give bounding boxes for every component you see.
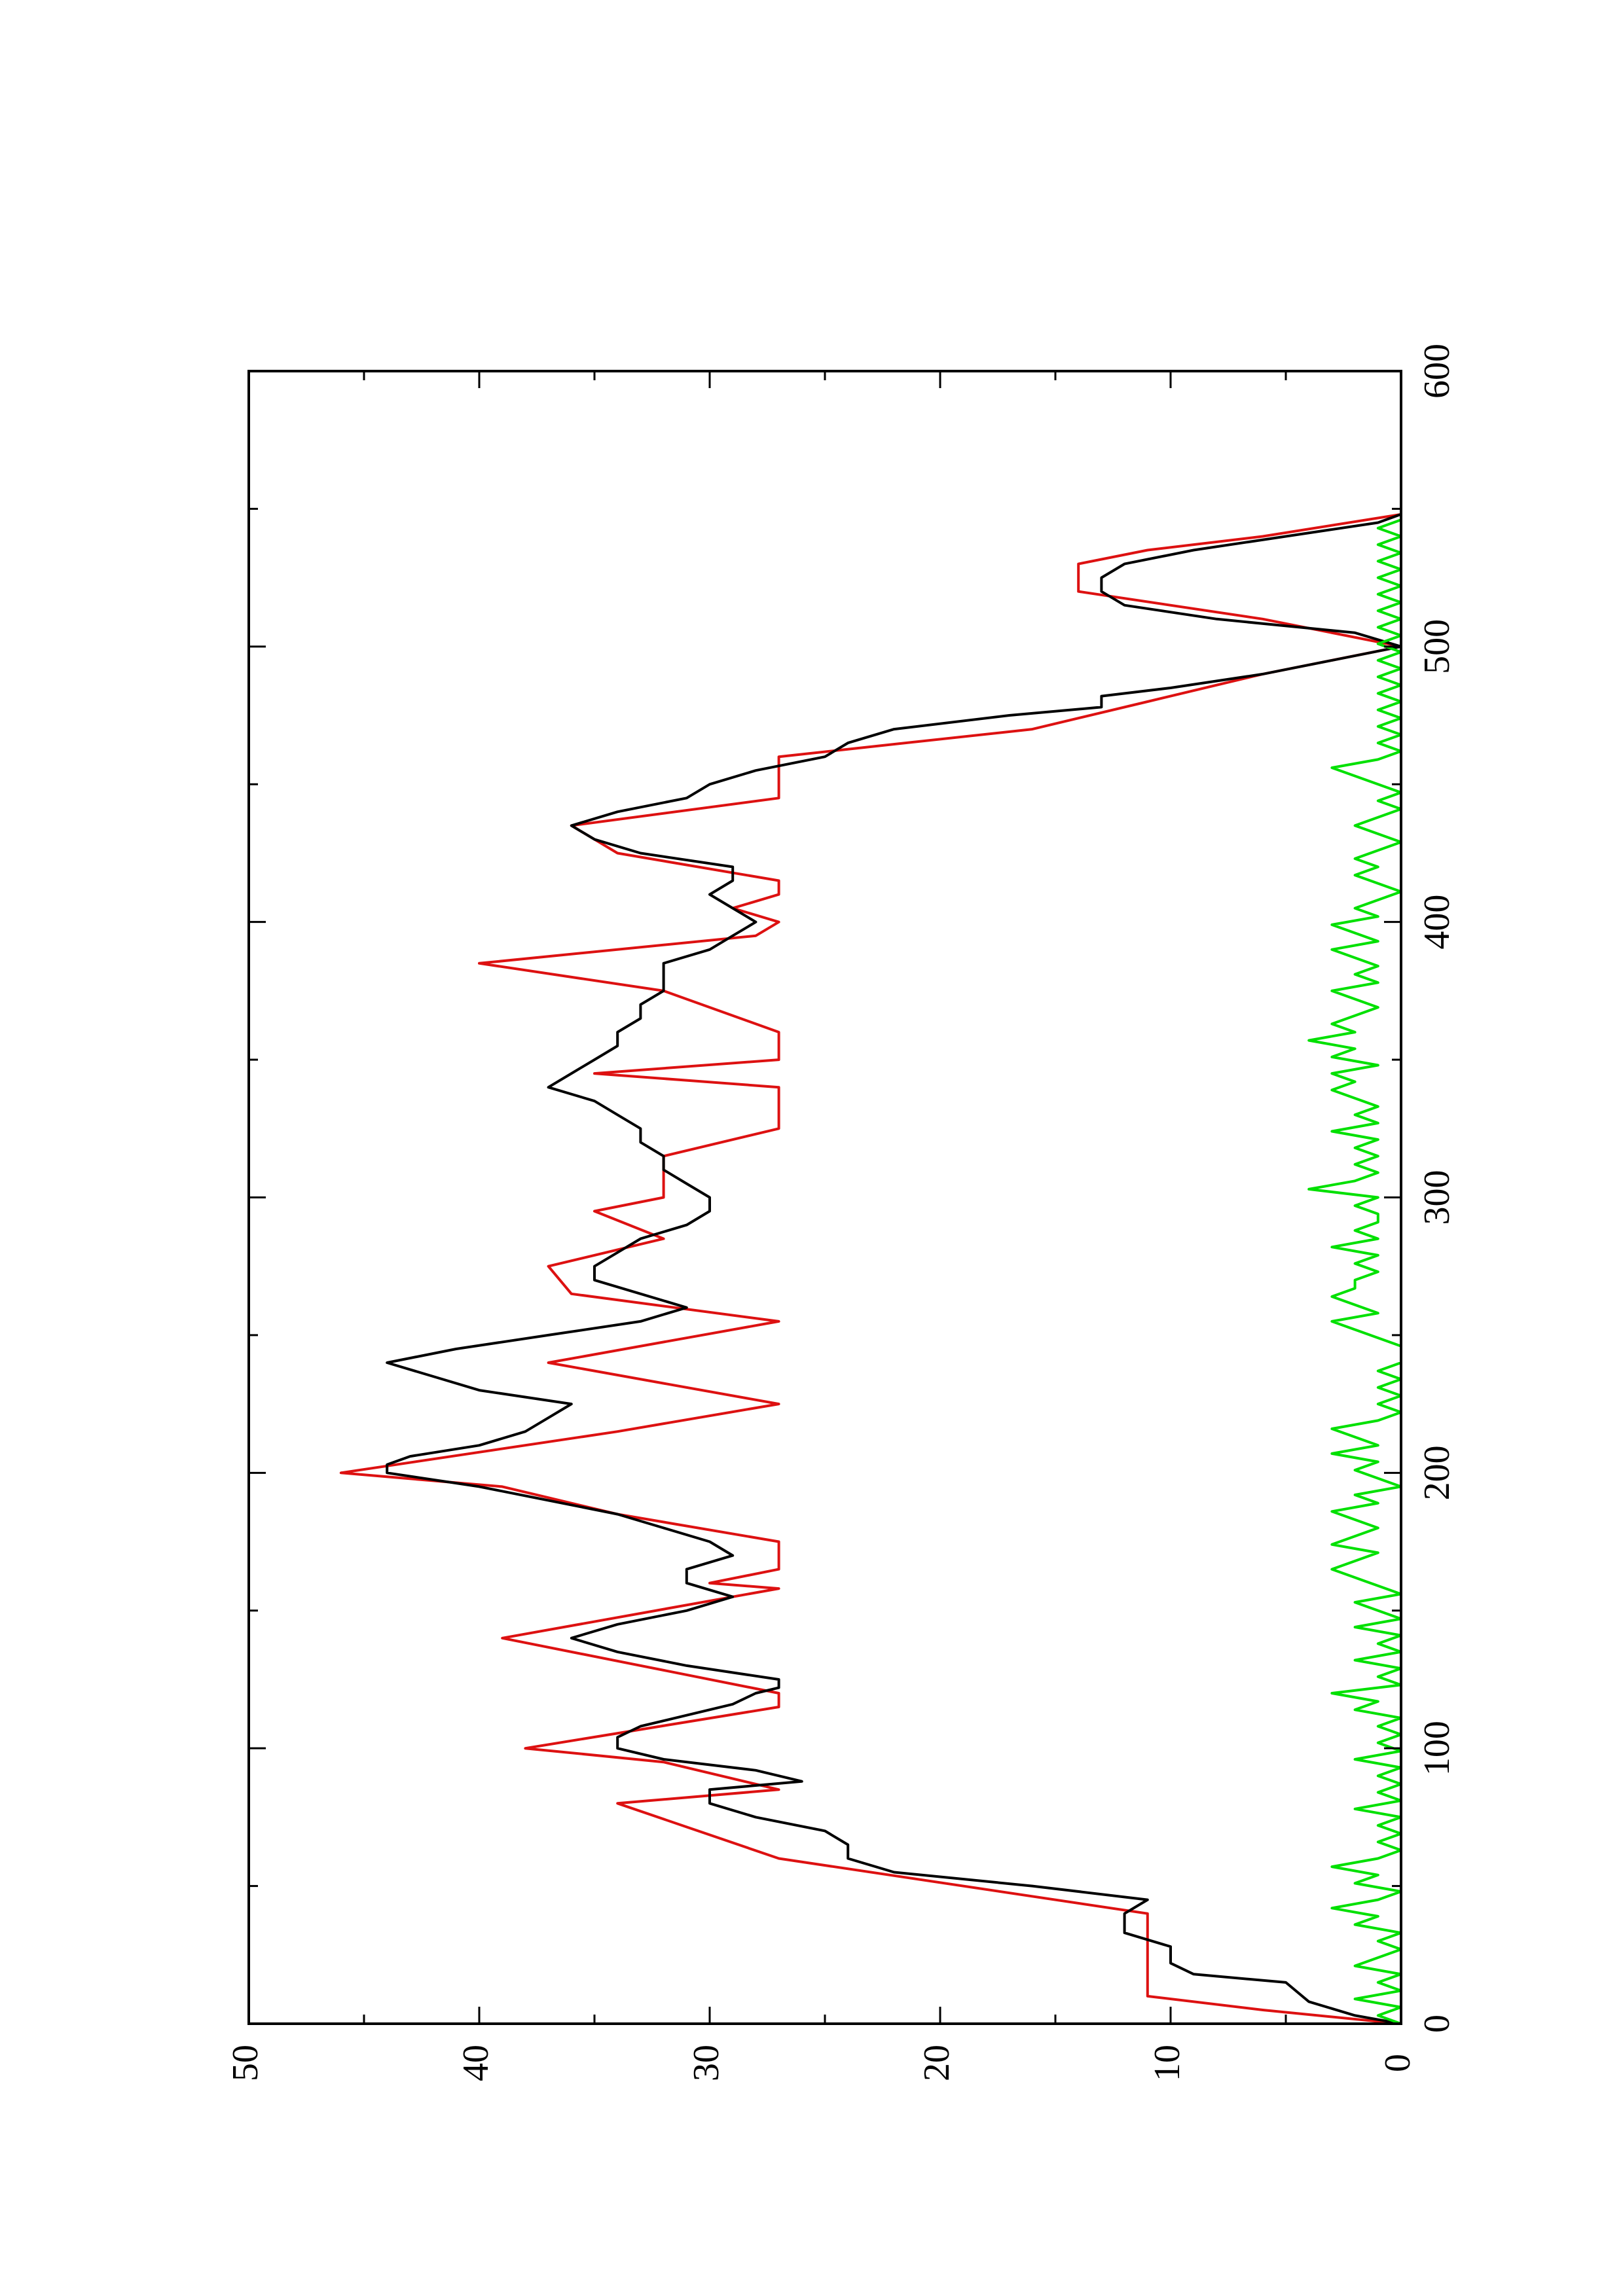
x-tick-label: 0 — [1417, 2015, 1457, 2033]
x-tick-label: 100 — [1417, 1721, 1457, 1776]
y-tick-label: 10 — [1147, 2045, 1188, 2081]
axes: 0 100 200 300 400 500 600 0 10 20 30 40 50 — [225, 344, 1457, 2081]
series-black-line — [386, 512, 1401, 2024]
x-tick-label: 300 — [1417, 1170, 1457, 1225]
x-tick-label: 500 — [1417, 619, 1457, 674]
series-green-line — [1307, 511, 1401, 2024]
plot-area — [339, 511, 1401, 2024]
y-tick-label: 50 — [225, 2045, 266, 2081]
y-tick-label: 20 — [917, 2045, 957, 2081]
series-red-line — [339, 512, 1401, 2024]
x-tick-label: 200 — [1417, 1445, 1457, 1500]
y-tick-label: 30 — [686, 2045, 727, 2081]
x-tick-label: 400 — [1417, 895, 1457, 950]
x-tick-label: 600 — [1417, 344, 1457, 399]
y-tick-label: 0 — [1377, 2054, 1418, 2072]
y-tick-label: 40 — [456, 2045, 496, 2081]
